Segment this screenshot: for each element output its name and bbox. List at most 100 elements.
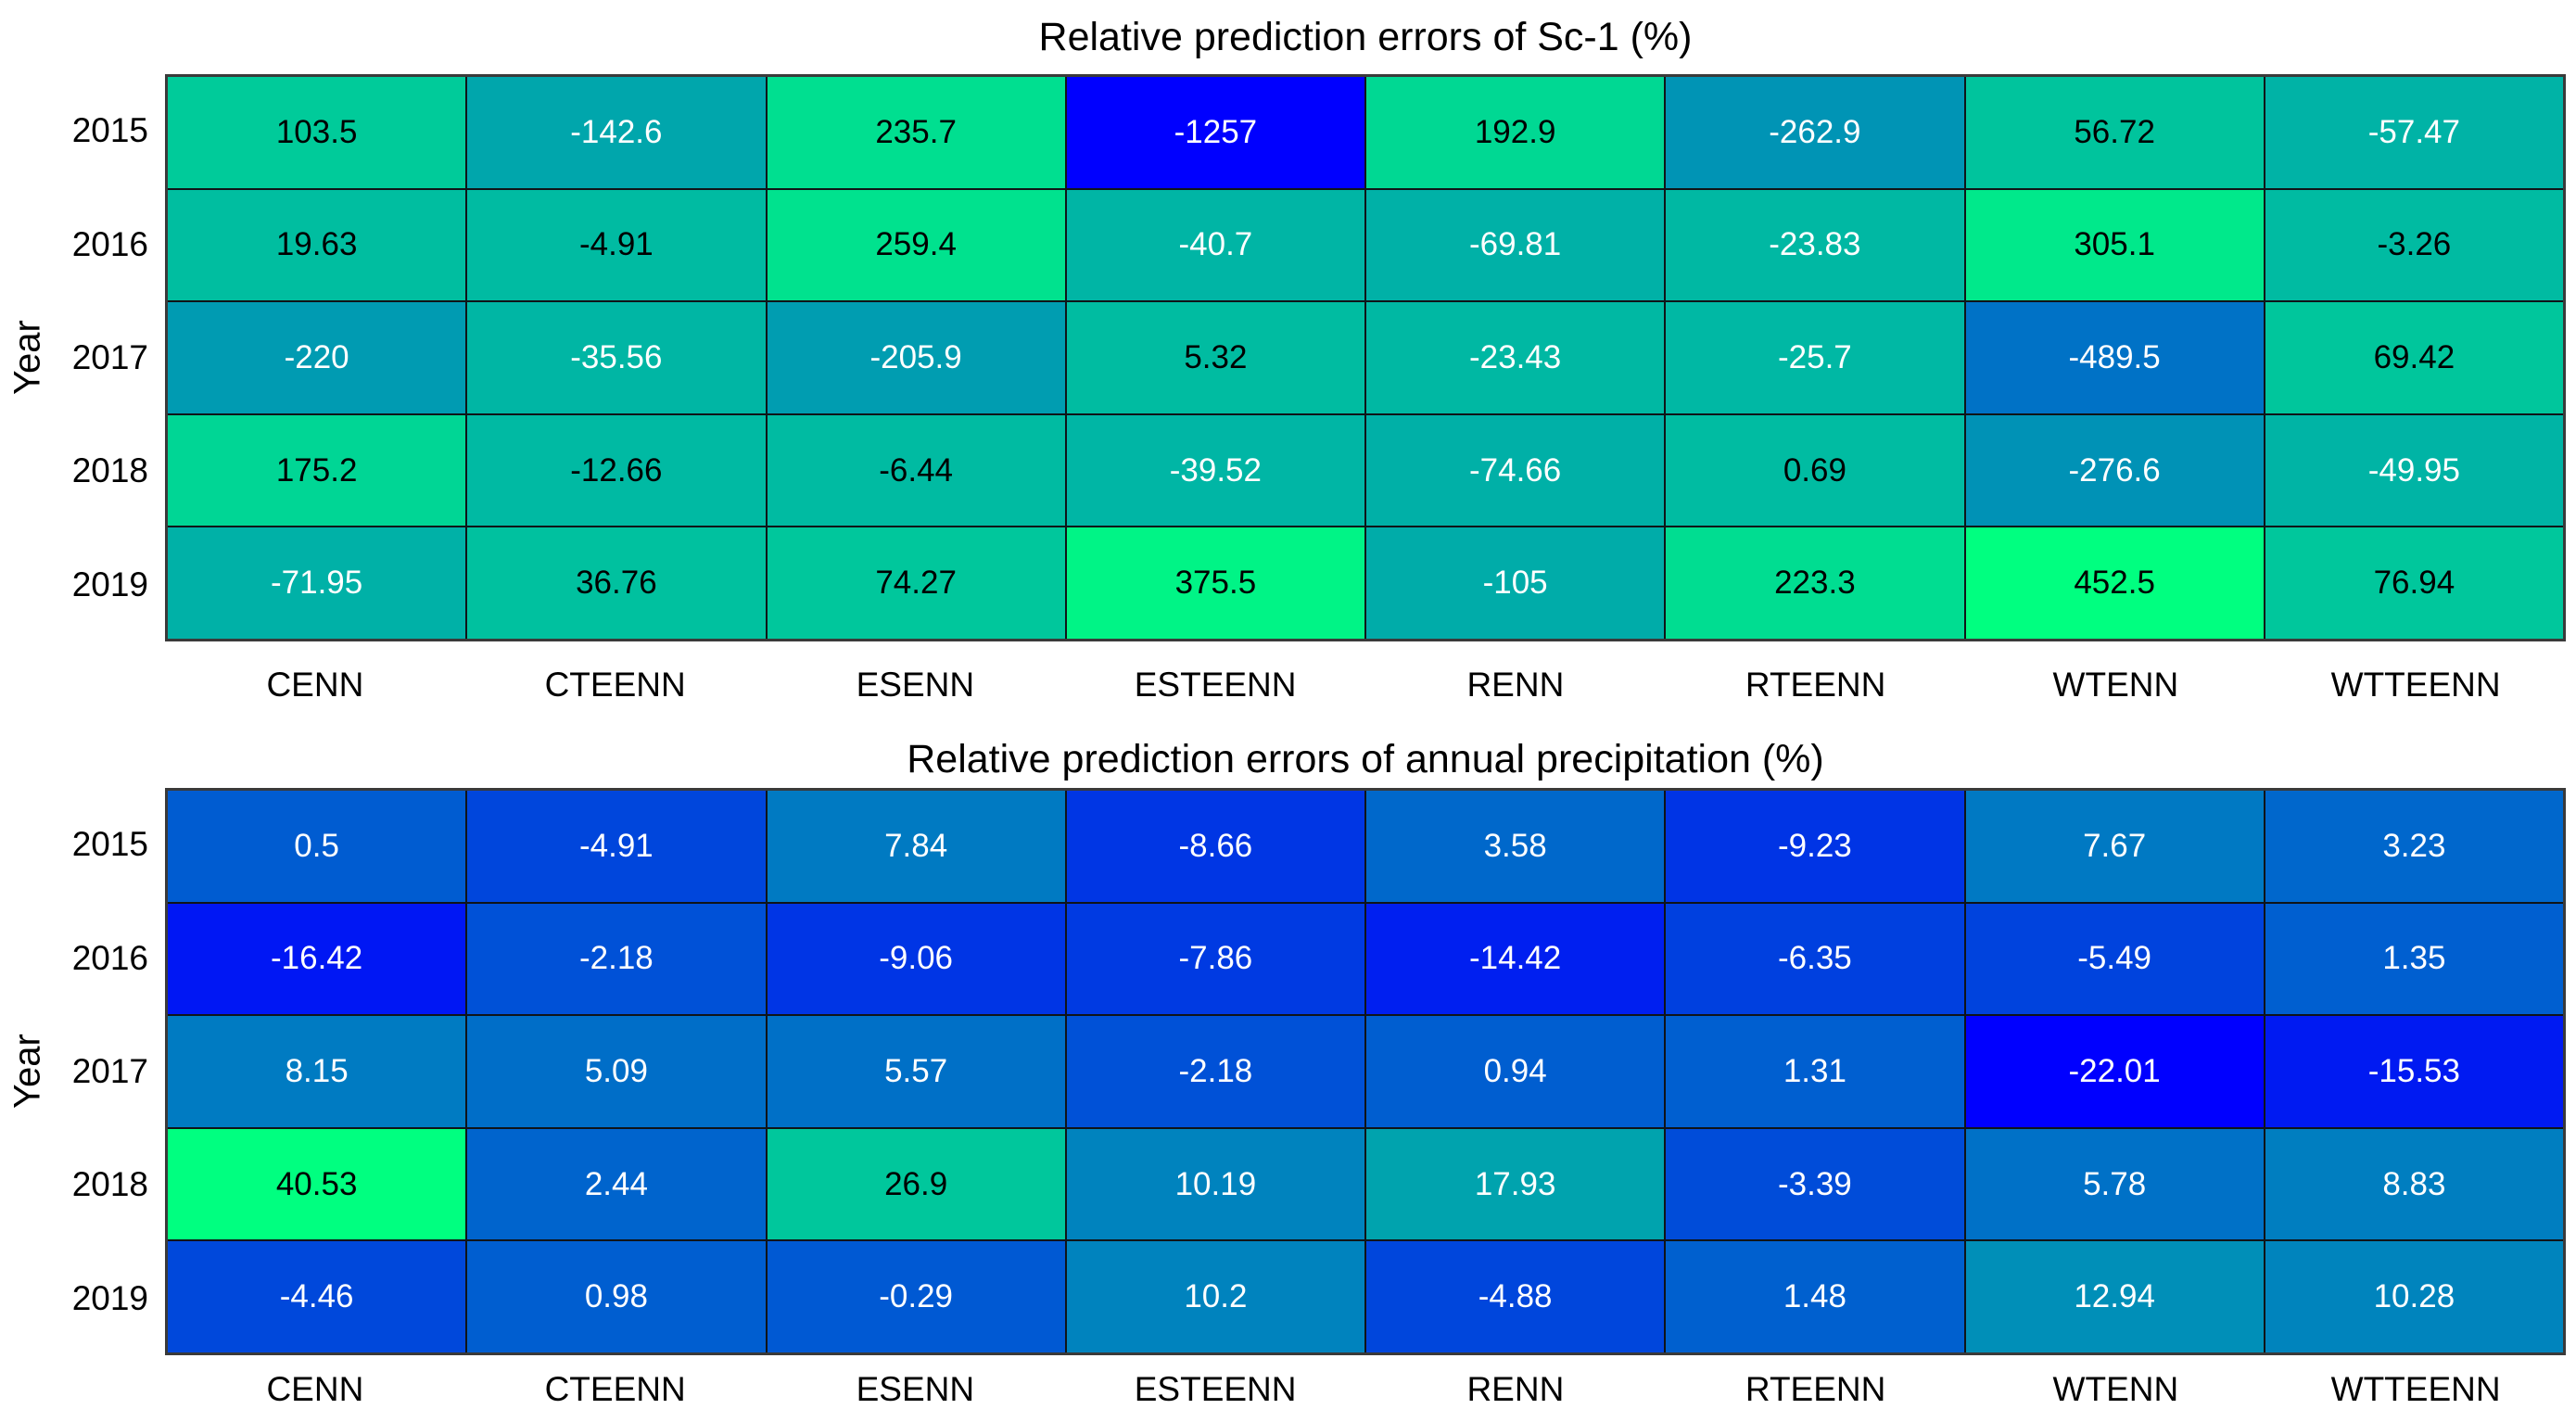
col-label: CENN <box>266 1370 364 1408</box>
heatmap-cell: 5.09 <box>467 1016 766 1127</box>
heatmap-cell: -4.91 <box>467 189 766 301</box>
y-axis-label: Year <box>6 320 48 396</box>
heatmap-cell: -9.06 <box>767 903 1065 1015</box>
plot-area: Year 2015 2016 2017 2018 2019 0.5 -4.91 7.84 -8… <box>0 788 2576 1355</box>
heatmap-cell: 7.67 <box>1965 791 2264 902</box>
heatmap-cell: 103.5 <box>168 77 466 188</box>
y-axis-ticks: 2015 2016 2017 2018 2019 <box>56 74 165 641</box>
row-label: 2016 <box>71 224 148 263</box>
heatmap-cell: 10.2 <box>1066 1241 1364 1352</box>
y-axis-ticks: 2015 2016 2017 2018 2019 <box>56 788 165 1355</box>
heatmap-cell: -3.39 <box>1666 1128 1964 1240</box>
heatmap-cell: -0.29 <box>767 1241 1065 1352</box>
row-label: 2018 <box>71 1165 148 1204</box>
heatmap-cell: -23.83 <box>1666 189 1964 301</box>
heatmap-cell: 5.32 <box>1066 302 1364 413</box>
heatmap-cell: -6.44 <box>767 414 1065 527</box>
heatmap-cell: 10.19 <box>1066 1128 1364 1240</box>
heatmap-sc1: Relative prediction errors of Sc-1 (%) Y… <box>0 0 2576 704</box>
heatmap-cell: 1.31 <box>1666 1016 1964 1127</box>
heatmap-cell: 452.5 <box>1965 527 2264 639</box>
heatmap-cell: 305.1 <box>1965 189 2264 301</box>
heatmap-cell: 192.9 <box>1366 77 1665 188</box>
plot-area: Year 2015 2016 2017 2018 2019 103.5 -142.6 235… <box>0 74 2576 641</box>
heatmap-cell: 0.5 <box>168 791 466 902</box>
heatmap-grid: 103.5 -142.6 235.7 -1257 192.9 -262.9 56.72 -57… <box>165 74 2566 641</box>
row-label: 2019 <box>71 565 148 603</box>
heatmap-cell: -205.9 <box>767 302 1065 413</box>
heatmap-cell: -4.46 <box>168 1241 466 1352</box>
heatmap-cell: -2.18 <box>467 903 766 1015</box>
col-label: WTTEENN <box>2330 666 2501 704</box>
heatmap-cell: -74.66 <box>1366 414 1665 527</box>
heatmap-cell: 40.53 <box>168 1128 466 1240</box>
heatmap-cell: -23.43 <box>1366 302 1665 413</box>
heatmap-cell: 10.28 <box>2265 1241 2563 1352</box>
col-label: CTEENN <box>544 1370 686 1408</box>
heatmap-cell: 5.78 <box>1965 1128 2264 1240</box>
heatmap-cell: -14.42 <box>1366 903 1665 1015</box>
heatmap-cell: -16.42 <box>168 903 466 1015</box>
col-label: RTEENN <box>1745 666 1886 704</box>
heatmap-cell: -5.49 <box>1965 903 2264 1015</box>
heatmap-cell: -142.6 <box>467 77 766 188</box>
heatmap-cell: 3.23 <box>2265 791 2563 902</box>
col-label: ESTEENN <box>1134 1370 1297 1408</box>
col-label: RENN <box>1466 666 1565 704</box>
col-label: CENN <box>266 666 364 704</box>
heatmap-cell: 56.72 <box>1965 77 2264 188</box>
heatmap-cell: -3.26 <box>2265 189 2563 301</box>
heatmap-cell: 375.5 <box>1066 527 1364 639</box>
col-label: RTEENN <box>1745 1370 1886 1408</box>
x-axis-ticks: CENN CTEENN ESENN ESTEENN RENN RTEENN WTENN WTT… <box>165 641 2566 704</box>
heatmap-cell: -105 <box>1366 527 1665 639</box>
heatmap-cell: -489.5 <box>1965 302 2264 413</box>
heatmap-cell: 0.69 <box>1666 414 1964 527</box>
heatmap-cell: 19.63 <box>168 189 466 301</box>
col-label: ESENN <box>856 1370 975 1408</box>
row-label: 2019 <box>71 1278 148 1317</box>
heatmap-cell: -8.66 <box>1066 791 1364 902</box>
col-label: RENN <box>1466 1370 1565 1408</box>
heatmap-cell: -7.86 <box>1066 903 1364 1015</box>
heatmap-cell: -4.91 <box>467 791 766 902</box>
heatmap-cell: 1.35 <box>2265 903 2563 1015</box>
heatmap-cell: 5.57 <box>767 1016 1065 1127</box>
heatmap-cell: 76.94 <box>2265 527 2563 639</box>
heatmap-cell: 0.94 <box>1366 1016 1665 1127</box>
heatmap-cell: -22.01 <box>1965 1016 2264 1127</box>
row-label: 2017 <box>71 1052 148 1091</box>
heatmap-cell: 17.93 <box>1366 1128 1665 1240</box>
col-label: WTENN <box>2052 1370 2179 1408</box>
heatmap-cell: 74.27 <box>767 527 1065 639</box>
heatmap-cell: 175.2 <box>168 414 466 527</box>
col-label: CTEENN <box>544 666 686 704</box>
heatmap-cell: -25.7 <box>1666 302 1964 413</box>
heatmap-cell: 3.58 <box>1366 791 1665 902</box>
heatmap-cell: -40.7 <box>1066 189 1364 301</box>
heatmap-cell: -69.81 <box>1366 189 1665 301</box>
heatmap-cell: -6.35 <box>1666 903 1964 1015</box>
heatmap-cell: 259.4 <box>767 189 1065 301</box>
heatmap-cell: -71.95 <box>168 527 466 639</box>
heatmap-cell: -2.18 <box>1066 1016 1364 1127</box>
heatmap-cell: -15.53 <box>2265 1016 2563 1127</box>
heatmap-cell: -9.23 <box>1666 791 1964 902</box>
chart-title: Relative prediction errors of annual pre… <box>907 737 1824 781</box>
heatmap-grid: 0.5 -4.91 7.84 -8.66 3.58 -9.23 7.67 3.23 -16.42… <box>165 788 2566 1355</box>
heatmap-cell: -276.6 <box>1965 414 2264 527</box>
col-label: ESENN <box>856 666 975 704</box>
heatmap-cell: 8.15 <box>168 1016 466 1127</box>
chart-title: Relative prediction errors of Sc-1 (%) <box>1038 14 1693 59</box>
heatmap-cell: -4.88 <box>1366 1241 1665 1352</box>
heatmap-cell: -39.52 <box>1066 414 1364 527</box>
heatmap-cell: 2.44 <box>467 1128 766 1240</box>
col-label: ESTEENN <box>1134 666 1297 704</box>
heatmap-cell: -220 <box>168 302 466 413</box>
row-label: 2018 <box>71 451 148 490</box>
heatmap-cell: -35.56 <box>467 302 766 413</box>
heatmap-cell: -49.95 <box>2265 414 2563 527</box>
col-label: WTTEENN <box>2330 1370 2501 1408</box>
heatmap-cell: 8.83 <box>2265 1128 2563 1240</box>
